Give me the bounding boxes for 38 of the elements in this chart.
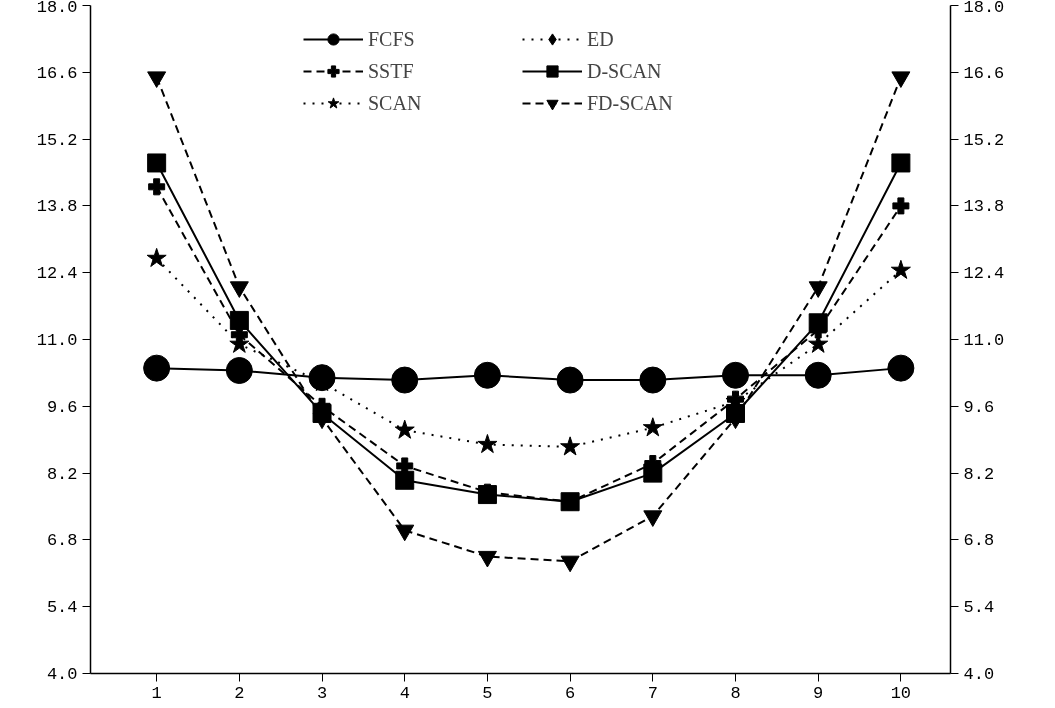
x-tick-label: 10: [890, 683, 912, 703]
y2-tick-label: 16.6: [963, 63, 1005, 83]
y2-tick-label: 5.4: [963, 598, 995, 618]
y-tick-label: 13.8: [36, 197, 78, 217]
y2-tick-label: 12.4: [963, 264, 1005, 284]
legend-label: SSTF: [368, 59, 415, 83]
y-tick-label: 11.0: [36, 331, 78, 350]
y2-tick-label: 13.8: [963, 197, 1005, 217]
y-tick-label: 12.4: [36, 264, 78, 284]
y2-tick-label: 11.0: [963, 331, 1005, 350]
x-tick-label: 5: [482, 683, 493, 703]
legend-label: SCAN: [368, 91, 423, 115]
x-tick-label: 1: [151, 683, 162, 703]
y2-tick-label: 6.8: [963, 531, 995, 551]
x-tick-label: 6: [565, 683, 576, 703]
legend-label: FD-SCAN: [587, 91, 674, 115]
y-tick-label: 16.6: [36, 63, 78, 83]
y-tick-label: 9.6: [46, 397, 78, 417]
x-tick-label: 2: [234, 683, 245, 703]
y2-tick-label: 9.6: [963, 397, 995, 417]
legend-label: D-SCAN: [587, 59, 663, 83]
y2-tick-label: 8.2: [963, 464, 995, 484]
x-tick-label: 8: [730, 683, 741, 703]
y-tick-label: 6.8: [46, 531, 78, 551]
y2-tick-label: 4.0: [963, 665, 995, 684]
x-tick-label: 7: [647, 683, 658, 703]
legend-label: ED: [587, 27, 615, 51]
y-tick-label: 4.0: [46, 665, 78, 684]
y-tick-label: 5.4: [46, 598, 78, 618]
x-tick-label: 3: [316, 683, 328, 703]
y-tick-label: 8.2: [46, 464, 78, 484]
y-tick-label: 18.0: [36, 0, 78, 17]
x-tick-label: 4: [399, 683, 410, 703]
legend-label: FCFS: [368, 27, 416, 51]
y-tick-label: 15.2: [36, 130, 78, 150]
y2-tick-label: 15.2: [963, 130, 1005, 150]
y2-tick-label: 18.0: [963, 0, 1005, 17]
x-tick-label: 9: [813, 683, 824, 703]
